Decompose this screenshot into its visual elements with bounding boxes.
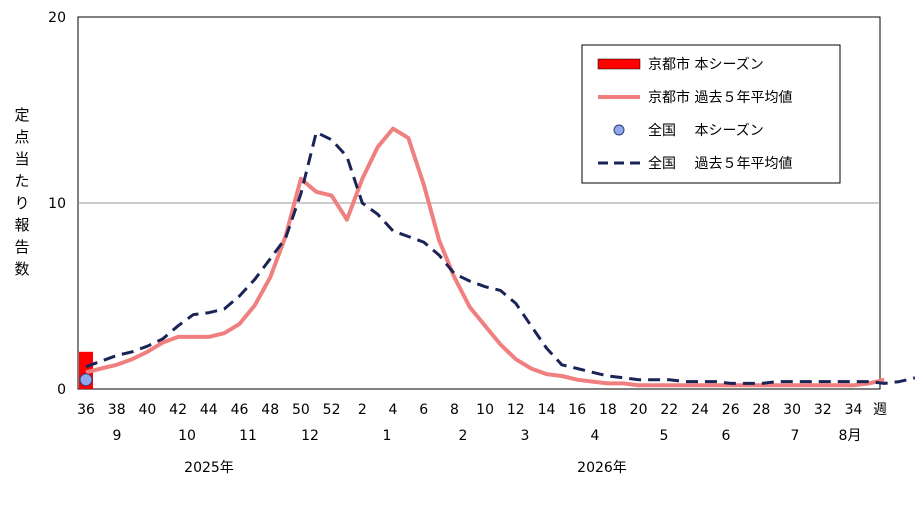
x-tick-week: 50 — [292, 402, 310, 418]
x-tick-month: 12 — [301, 428, 319, 444]
x-tick-week: 6 — [419, 402, 428, 418]
y-tick-10: 10 — [48, 196, 66, 212]
x-tick-month: 6 — [722, 428, 731, 444]
x-year-2025: 2025年 — [184, 460, 234, 476]
x-tick-week: 34 — [845, 402, 863, 418]
legend-label-kyoto-avg: 京都市 過去５年平均値 — [648, 89, 792, 106]
x-tick-month: 10 — [178, 428, 196, 444]
y-axis-label-char: 定 — [14, 106, 29, 124]
x-month-labels: 9 10 11 12 1 2 3 4 5 6 7 8月 — [113, 428, 862, 444]
x-tick-week: 4 — [389, 402, 398, 418]
y-axis-label-char: り — [14, 194, 29, 212]
x-tick-month: 1 — [383, 428, 392, 444]
x-week-labels: 36 38 40 42 44 46 48 50 52 2 4 6 8 10 12 14 16 18 20 22 24 26… — [77, 402, 862, 418]
legend-label-kyoto-current: 京都市 本シーズン — [648, 56, 764, 73]
x-tick-month: 5 — [660, 428, 669, 444]
x-tick-week: 30 — [783, 402, 801, 418]
x-tick-month: 7 — [791, 428, 800, 444]
x-tick-week: 14 — [538, 402, 556, 418]
x-year-2026: 2026年 — [577, 460, 627, 476]
x-tick-week: 10 — [476, 402, 494, 418]
x-tick-week: 20 — [630, 402, 648, 418]
point-national-current-0 — [79, 373, 93, 387]
x-tick-month: 2 — [459, 428, 468, 444]
legend-label-national-current: 全国 本シーズン — [648, 122, 764, 139]
y-tick-0: 0 — [57, 382, 66, 398]
x-tick-week: 16 — [568, 402, 586, 418]
legend: 京都市 本シーズン 京都市 過去５年平均値 全国 本シーズン 全国 過去５年平均… — [581, 44, 841, 184]
y-tick-20: 20 — [48, 10, 66, 26]
line-national-avg — [85, 130, 915, 385]
x-tick-week: 46 — [231, 402, 249, 418]
x-tick-week: 38 — [108, 402, 126, 418]
x-tick-week: 18 — [599, 402, 617, 418]
y-axis-label-char: 報 — [14, 216, 29, 234]
x-tick-week: 12 — [507, 402, 525, 418]
x-tick-week: 24 — [691, 402, 709, 418]
x-tick-week: 42 — [169, 402, 187, 418]
x-unit-label: 週 — [873, 402, 887, 418]
x-tick-week: 36 — [77, 402, 95, 418]
x-tick-week: 22 — [660, 402, 678, 418]
x-tick-month: 3 — [521, 428, 530, 444]
x-tick-week: 8 — [450, 402, 459, 418]
x-tick-month: 8月 — [839, 428, 862, 444]
points-layer — [79, 373, 93, 387]
x-tick-week: 26 — [722, 402, 740, 418]
legend-label-national-avg: 全国 過去５年平均値 — [648, 155, 792, 172]
x-tick-week: 48 — [261, 402, 279, 418]
legend-swatch-kyoto-current — [597, 58, 641, 70]
y-axis-label-char: 当 — [14, 150, 29, 168]
line-kyoto-avg — [85, 126, 885, 388]
x-tick-week: 40 — [138, 402, 156, 418]
x-tick-week: 52 — [323, 402, 341, 418]
legend-swatch-national-current — [613, 124, 625, 136]
x-tick-week: 44 — [200, 402, 218, 418]
lines-layer — [85, 126, 915, 388]
y-axis-label-char: 点 — [14, 128, 29, 146]
x-tick-month: 9 — [113, 428, 122, 444]
x-tick-week: 28 — [752, 402, 770, 418]
y-axis-label-char: 数 — [14, 260, 29, 278]
x-tick-week: 2 — [358, 402, 367, 418]
y-axis-label-char: た — [14, 172, 29, 190]
x-tick-month: 4 — [591, 428, 600, 444]
x-tick-month: 11 — [239, 428, 257, 444]
x-tick-week: 32 — [814, 402, 832, 418]
y-axis-label-char: 告 — [14, 238, 29, 256]
